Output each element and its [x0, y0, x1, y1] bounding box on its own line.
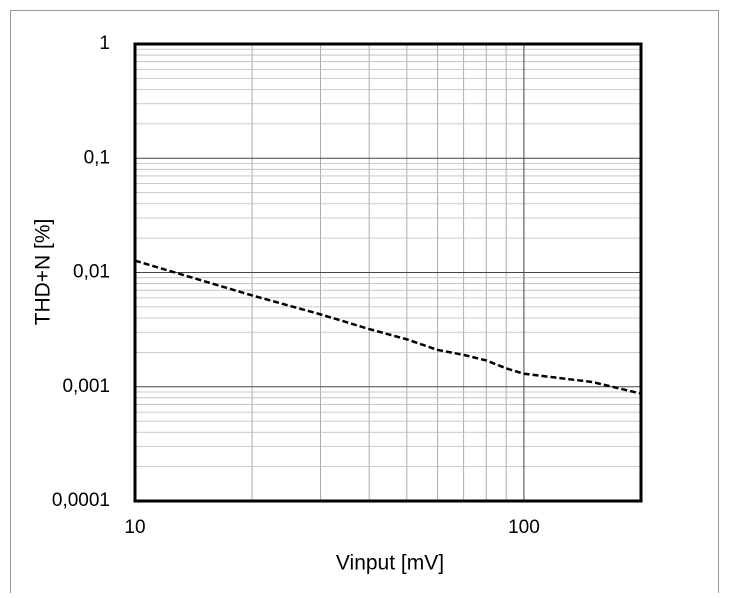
y-tick-label: 0,01 [73, 262, 110, 283]
y-tick-label: 1 [99, 33, 110, 54]
plot-frame [133, 42, 643, 503]
x-tick-label: 100 [508, 517, 540, 538]
y-axis-title: THD+N [%] [32, 219, 55, 326]
y-tick-label: 0,001 [62, 376, 110, 397]
x-tick-label: 10 [124, 517, 145, 538]
y-tick-label: 0,1 [84, 147, 110, 168]
x-axis-title: Vinput [mV] [336, 552, 444, 575]
chart-frame [10, 10, 719, 598]
data-line [134, 259, 642, 395]
y-tick-label: 0,0001 [52, 490, 110, 511]
